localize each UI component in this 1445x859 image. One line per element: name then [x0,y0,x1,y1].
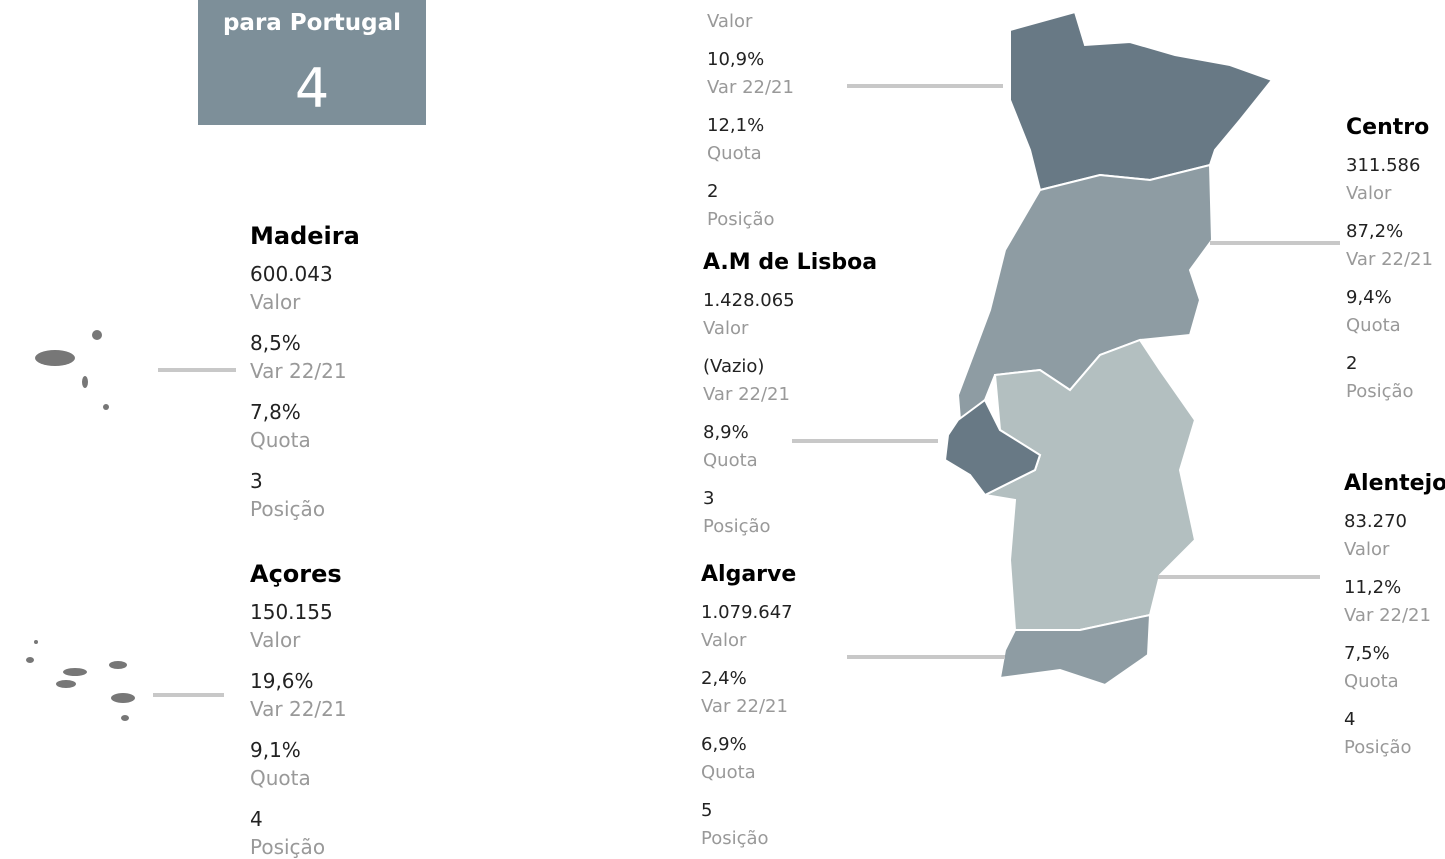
connectors [153,84,1340,697]
island [92,330,102,340]
field-label: Var 22/21 [250,359,347,383]
field-label: Var 22/21 [1344,605,1431,626]
island [56,680,76,688]
island [109,661,127,669]
field-value: 87,2% [1346,221,1404,242]
lisboa [943,398,1042,497]
island [34,640,38,644]
field-value: 2,4% [701,668,747,689]
island [26,657,34,663]
field-label: Posição [701,828,769,849]
field-label: Var 22/21 [1346,249,1433,270]
field-label: Posição [1346,381,1414,402]
field-value: 4 [250,807,263,831]
region-title: Alentejo [1344,471,1445,496]
field-label: Quota [1344,671,1399,692]
field-value: 7,5% [1344,643,1390,664]
field-value: 1.428.065 [703,290,795,311]
field-label: Quota [250,766,311,790]
field-label: Posição [707,209,775,230]
field-value: 12,1% [707,115,765,136]
field-label: Posição [250,497,326,521]
field-value: 8,9% [703,422,749,443]
field-value: (Vazio) [703,356,765,377]
field-label: Quota [701,762,756,783]
field-value: 11,2% [1344,577,1402,598]
island [111,693,135,703]
mainland [943,10,1274,687]
field-label: Var 22/21 [703,384,790,405]
field-value: 2 [1346,353,1358,374]
field-value: 2 [707,181,719,202]
field-label: Posição [1344,737,1412,758]
field-value: 19,6% [250,669,314,693]
field-label: Valor [707,11,753,32]
region-title: Algarve [701,562,797,587]
field-value: 1.079.647 [701,602,793,623]
field-value: 9,4% [1346,287,1392,308]
field-label: Posição [703,516,771,537]
field-label: Valor [1346,183,1392,204]
region-title: Açores [250,560,342,588]
header-value: 4 [294,57,330,120]
header-card: para Portugal 4 [198,0,426,125]
field-label: Valor [250,628,301,652]
field-label: Valor [701,630,747,651]
region-title: Madeira [250,222,360,250]
field-value: 83.270 [1344,511,1407,532]
acores-islands [26,640,135,721]
field-label: Quota [250,428,311,452]
field-label: Var 22/21 [707,77,794,98]
island [63,668,87,676]
island [121,715,129,721]
field-label: Quota [703,450,758,471]
island [82,376,88,388]
region-title: A.M de Lisboa [703,250,878,275]
norte [1009,10,1274,192]
field-value: 10,9% [707,49,765,70]
region-title: Centro [1346,115,1430,140]
field-label: Quota [707,143,762,164]
field-value: 3 [703,488,715,509]
field-value: 600.043 [250,262,333,286]
field-value: 150.155 [250,600,333,624]
field-label: Posição [250,835,326,859]
island [103,404,109,410]
madeira-islands [35,330,109,410]
field-label: Quota [1346,315,1401,336]
field-value: 9,1% [250,738,301,762]
field-label: Var 22/21 [701,696,788,717]
alentejo [981,338,1197,631]
field-label: Valor [703,318,749,339]
field-value: 311.586 [1346,155,1421,176]
field-value: 4 [1344,709,1356,730]
field-value: 8,5% [250,331,301,355]
field-value: 7,8% [250,400,301,424]
island [35,350,75,366]
field-label: Var 22/21 [250,697,347,721]
field-value: 3 [250,469,263,493]
field-label: Valor [1344,539,1390,560]
algarve [998,613,1152,687]
field-value: 6,9% [701,734,747,755]
field-value: 5 [701,800,713,821]
header-title: para Portugal [222,10,402,36]
field-label: Valor [250,290,301,314]
